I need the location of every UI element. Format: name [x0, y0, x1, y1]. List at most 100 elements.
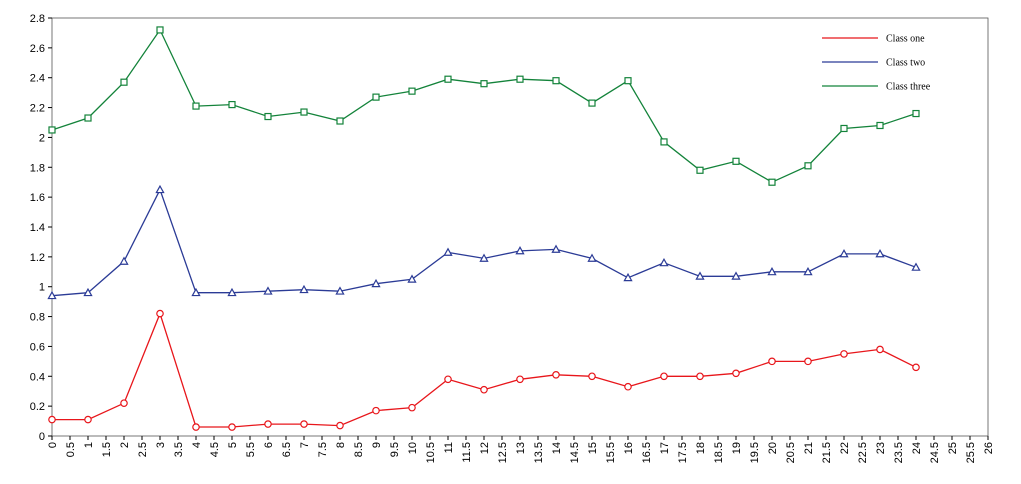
data-point	[408, 87, 416, 95]
x-tick-label: 20	[767, 442, 779, 454]
x-tick-label: 2	[119, 442, 131, 448]
series-line	[51, 28, 917, 183]
data-point	[83, 287, 93, 297]
legend-label: Class three	[886, 82, 931, 93]
y-tick-label: 1	[39, 282, 45, 294]
y-tick-label: 0.4	[30, 371, 45, 383]
data-point	[911, 262, 921, 271]
x-tick-label: 5	[227, 442, 239, 448]
x-tick-label: 1.5	[101, 442, 113, 457]
x-tick-label: 3.5	[173, 442, 185, 457]
x-tick-label: 6.5	[281, 442, 293, 457]
x-tick-label: 18	[695, 442, 707, 454]
data-point	[515, 246, 525, 255]
data-point	[48, 126, 56, 134]
data-point	[155, 184, 165, 194]
x-tick-label: 11.5	[461, 442, 473, 463]
data-point	[300, 108, 308, 116]
x-tick-label: 24	[911, 442, 923, 454]
x-tick-label: 0	[47, 442, 59, 448]
y-tick-label: 0.2	[30, 401, 45, 413]
data-point	[444, 75, 452, 83]
data-point	[407, 274, 417, 283]
series-line	[52, 311, 917, 428]
x-tick-label: 9	[371, 442, 383, 448]
x-tick-label: 21.5	[821, 442, 833, 463]
data-point	[47, 290, 57, 300]
y-tick-label: 0.8	[30, 312, 45, 324]
data-point	[516, 375, 524, 384]
data-point	[876, 345, 884, 354]
data-point	[336, 117, 344, 125]
data-point	[444, 375, 452, 384]
data-point	[299, 284, 309, 294]
legend-label: Class two	[886, 58, 925, 69]
x-tick-label: 21	[803, 442, 815, 454]
data-point	[803, 266, 813, 276]
series-line	[51, 188, 917, 297]
y-tick-label: 1.2	[30, 252, 45, 264]
x-tick-label: 26	[983, 442, 995, 454]
data-point	[263, 286, 273, 295]
x-tick-label: 7.5	[317, 442, 329, 457]
x-tick-label: 17.5	[677, 442, 689, 463]
data-point	[912, 363, 920, 372]
data-point	[623, 272, 633, 282]
data-point	[551, 244, 561, 253]
data-point	[228, 100, 236, 109]
data-point	[696, 166, 704, 174]
data-point	[552, 77, 560, 85]
x-tick-label: 3	[155, 442, 167, 448]
data-point	[624, 382, 632, 391]
x-tick-label: 10.5	[425, 442, 437, 463]
x-tick-label: 13.5	[533, 442, 545, 463]
y-tick-label: 0.6	[30, 341, 45, 353]
x-tick-label: 15.5	[605, 442, 617, 463]
y-tick-label: 1.6	[30, 192, 45, 204]
data-point	[660, 372, 668, 381]
data-point	[372, 93, 380, 101]
x-tick-label: 5.5	[245, 442, 257, 457]
data-point	[191, 287, 201, 297]
x-tick-label: 4.5	[209, 442, 221, 457]
data-point	[840, 350, 848, 358]
data-point	[264, 112, 272, 121]
x-tick-label: 22.5	[857, 442, 869, 463]
x-tick-label: 7	[299, 442, 311, 448]
x-tick-label: 1	[83, 442, 95, 448]
data-point	[804, 357, 812, 366]
x-tick-label: 19	[731, 442, 743, 454]
data-point	[120, 78, 128, 86]
x-tick-label: 10	[407, 442, 419, 454]
data-point	[156, 26, 164, 34]
data-point	[587, 253, 597, 262]
y-tick-label: 2.2	[30, 103, 45, 115]
series-group	[47, 26, 921, 431]
series-class-three	[48, 26, 920, 186]
legend: Class one Class two Class three	[822, 34, 931, 93]
data-point	[336, 421, 344, 430]
y-tick-label: 1.4	[30, 222, 45, 234]
data-point	[731, 271, 741, 280]
data-point	[516, 75, 524, 83]
x-tick-label: 23	[875, 442, 887, 454]
data-point	[695, 271, 705, 280]
y-tick-label: 2	[39, 132, 45, 144]
data-point	[732, 369, 740, 378]
y-tick-label: 2.8	[30, 13, 45, 25]
data-point	[696, 372, 704, 381]
data-point	[264, 420, 272, 428]
data-point	[48, 415, 56, 424]
data-point	[876, 121, 884, 130]
data-point	[443, 247, 453, 256]
x-tick-label: 12	[479, 442, 491, 454]
data-point	[588, 372, 596, 381]
x-tick-label: 2.5	[137, 442, 149, 457]
axes: 0 0.2 0.4 0.6 0.8 1 1.2 1.4 1.6 1.8 2 2.2 2.4 2.6 2.8 0…	[30, 13, 995, 463]
data-point	[300, 420, 308, 428]
data-point	[912, 109, 920, 118]
data-point	[227, 287, 237, 297]
x-tick-label: 17	[659, 442, 671, 454]
